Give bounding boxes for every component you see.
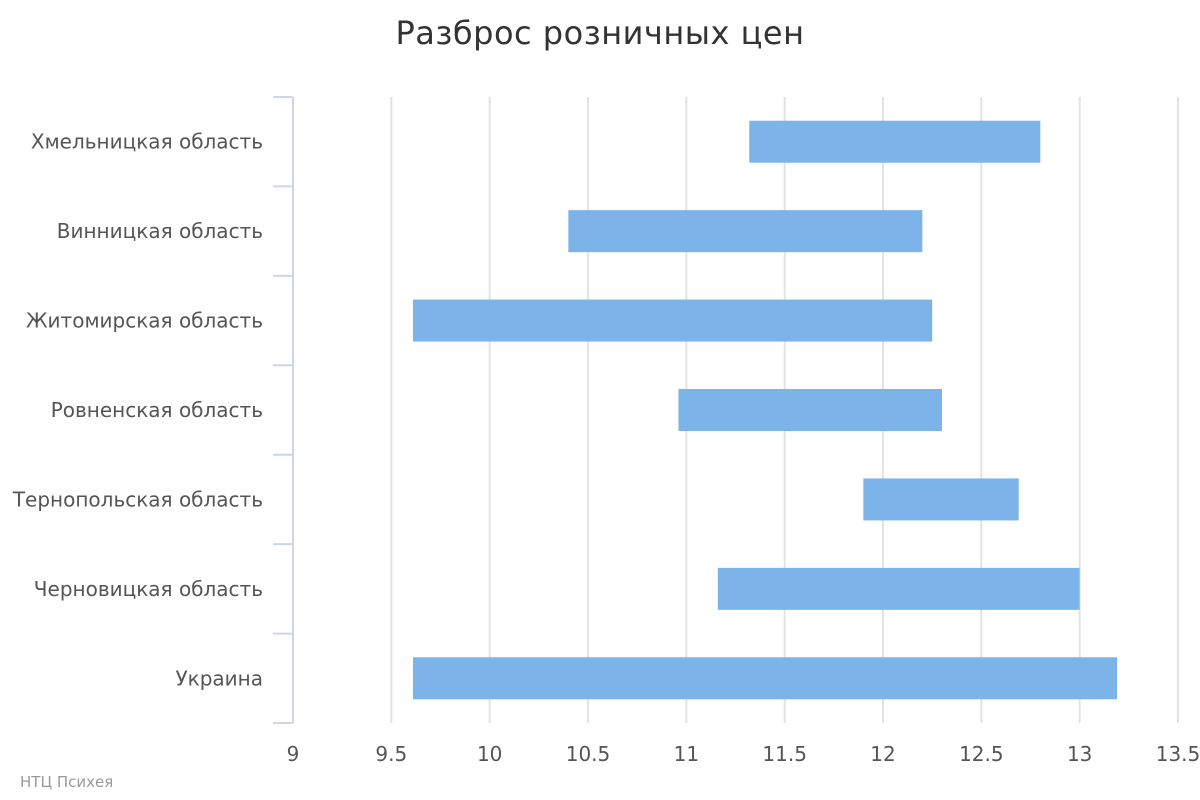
category-label: Черновицкая область bbox=[34, 577, 263, 601]
category-label: Тернопольская область bbox=[12, 487, 263, 511]
range-bar[interactable] bbox=[717, 567, 1080, 610]
range-bar[interactable] bbox=[568, 210, 923, 253]
range-bars bbox=[412, 120, 1118, 700]
category-label: Ровненская область bbox=[51, 398, 263, 422]
range-bar[interactable] bbox=[749, 120, 1041, 163]
x-tick-label: 9 bbox=[287, 742, 300, 766]
x-tick-label: 9.5 bbox=[375, 742, 407, 766]
x-tick-label: 11 bbox=[674, 742, 699, 766]
x-tick-label: 13 bbox=[1067, 742, 1092, 766]
category-labels: Хмельницкая область Винницкая область Жито… bbox=[12, 130, 263, 691]
category-label: Житомирская область bbox=[26, 309, 263, 333]
x-tick-label: 11.5 bbox=[762, 742, 807, 766]
value-axis-tick-labels: 9 9.5 10 10.5 11 11.5 12 12.5 13 13.5 bbox=[287, 742, 1200, 766]
category-label: Хмельницкая область bbox=[31, 130, 263, 154]
range-bar[interactable] bbox=[678, 389, 942, 431]
credits-label: НТЦ Психея bbox=[20, 773, 114, 791]
category-axis bbox=[273, 96, 294, 724]
range-bar[interactable] bbox=[412, 657, 1118, 700]
range-bar[interactable] bbox=[863, 478, 1019, 521]
x-tick-label: 10.5 bbox=[566, 742, 611, 766]
x-tick-label: 10 bbox=[477, 742, 502, 766]
category-label: Украина bbox=[175, 666, 263, 690]
category-label: Винницкая область bbox=[57, 219, 263, 243]
x-tick-label: 12 bbox=[870, 742, 895, 766]
chart-title: Разброс розничных цен bbox=[395, 14, 805, 52]
x-tick-label: 12.5 bbox=[959, 742, 1004, 766]
x-tick-label: 13.5 bbox=[1156, 742, 1200, 766]
range-bar[interactable] bbox=[412, 299, 933, 342]
